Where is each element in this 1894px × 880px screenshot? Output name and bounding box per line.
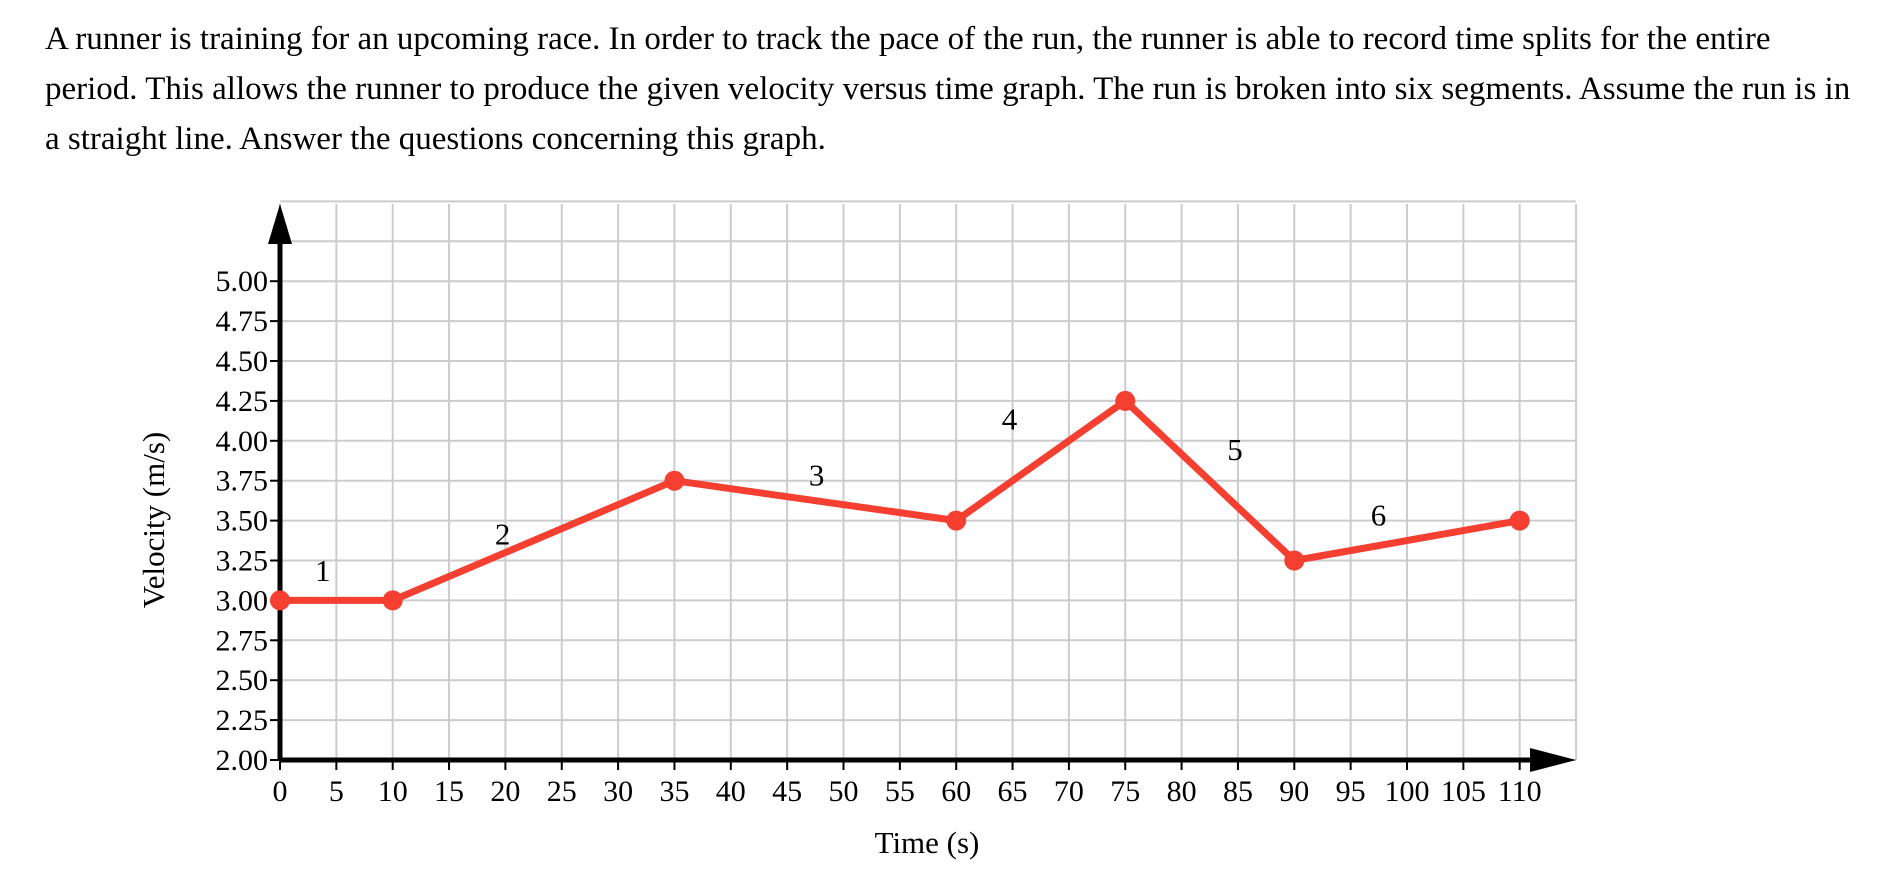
- y-tick-label: 4.75: [216, 305, 269, 338]
- x-axis-title: Time (s): [875, 825, 980, 860]
- x-tick-label: 105: [1441, 775, 1486, 808]
- x-tick-label: 65: [998, 775, 1028, 808]
- x-tick-label: 15: [434, 775, 464, 808]
- data-point: [946, 510, 967, 531]
- x-tick-label: 100: [1385, 775, 1430, 808]
- segment-label: 6: [1371, 497, 1387, 532]
- data-point: [1284, 550, 1305, 571]
- x-tick-label: 40: [716, 775, 746, 808]
- problem-statement: A runner is training for an upcoming rac…: [45, 21, 1851, 157]
- y-tick-label: 4.25: [216, 385, 269, 418]
- data-point: [382, 590, 403, 611]
- y-axis-arrow: [268, 204, 292, 244]
- segment-label: 1: [315, 553, 331, 588]
- y-tick-label: 4.50: [216, 345, 269, 378]
- x-tick-label: 10: [378, 775, 408, 808]
- x-tick-label: 85: [1223, 775, 1253, 808]
- segment-label: 2: [495, 517, 511, 552]
- x-tick-label: 35: [659, 775, 689, 808]
- x-tick-label: 90: [1279, 775, 1309, 808]
- segment-label: 4: [1002, 402, 1018, 437]
- x-tick-label: 60: [941, 775, 971, 808]
- y-tick-label: 3.25: [216, 545, 269, 578]
- y-tick-label: 2.25: [216, 704, 269, 737]
- x-tick-label: 20: [490, 775, 520, 808]
- x-tick-label: 95: [1336, 775, 1366, 808]
- x-tick-label: 25: [547, 775, 577, 808]
- y-tick-label: 3.00: [216, 584, 269, 617]
- data-point: [1115, 390, 1136, 411]
- segment-label: 3: [809, 457, 825, 492]
- data-point: [664, 470, 685, 491]
- x-tick-label: 80: [1167, 775, 1197, 808]
- y-tick-label: 5.00: [216, 265, 269, 298]
- y-tick-label: 2.50: [216, 664, 269, 697]
- y-tick-label: 2.75: [216, 624, 269, 657]
- x-tick-label: 30: [603, 775, 633, 808]
- y-tick-label: 2.00: [216, 744, 269, 777]
- y-tick-label: 3.75: [216, 465, 269, 498]
- x-tick-label: 70: [1054, 775, 1084, 808]
- x-tick-label: 50: [829, 775, 859, 808]
- x-tick-label: 75: [1110, 775, 1140, 808]
- x-tick-label: 110: [1498, 775, 1542, 808]
- segment-label: 5: [1227, 432, 1243, 467]
- series-velocity: 1 2 3 4 5 6: [270, 390, 1530, 611]
- x-axis-arrow: [1530, 748, 1577, 772]
- x-tick-label: 5: [329, 775, 344, 808]
- data-point: [270, 590, 290, 611]
- x-tick-label: 0: [273, 775, 288, 808]
- axes: 0 5 10 15 20 25 30 35 40 45 50 55 60 65 70 75 80 85 90 95 10…: [216, 204, 1577, 808]
- x-tick-label: 45: [772, 775, 802, 808]
- y-axis-title: Velocity (m/s): [136, 432, 171, 609]
- x-tick-label: 55: [885, 775, 915, 808]
- y-tick-label: 4.00: [216, 425, 269, 458]
- grid: [279, 200, 1578, 761]
- data-point: [1509, 510, 1530, 531]
- y-tick-label: 3.50: [216, 505, 269, 538]
